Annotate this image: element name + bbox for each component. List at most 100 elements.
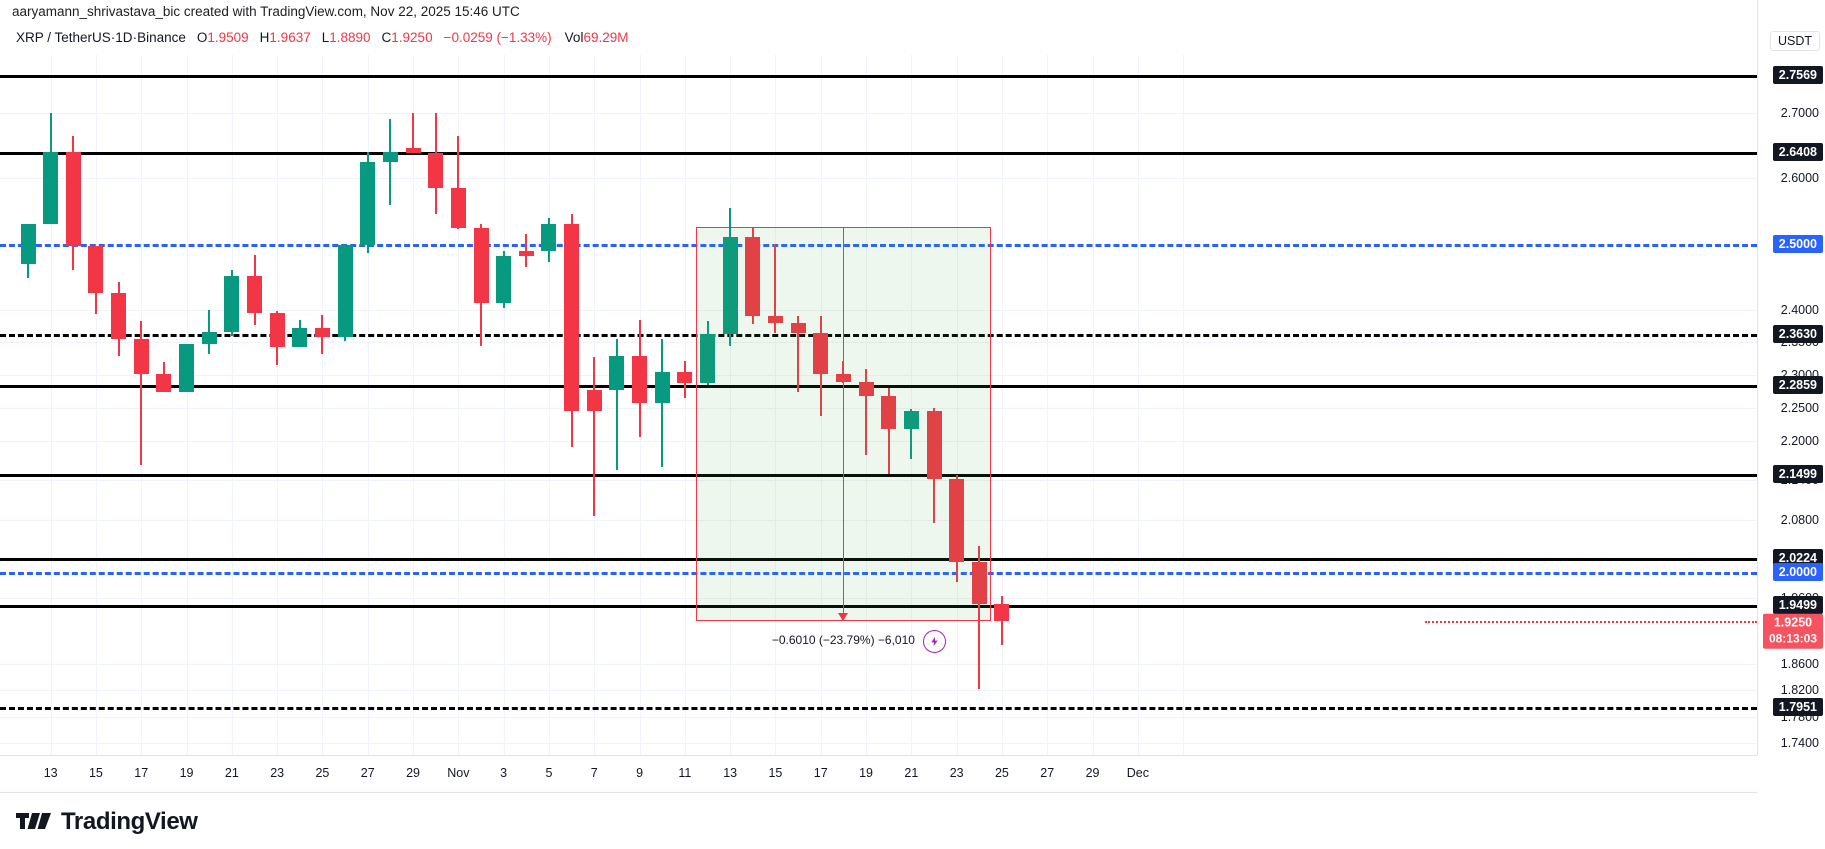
candle-body: [677, 372, 693, 384]
price-level-line[interactable]: [0, 473, 1757, 477]
last-price-badge[interactable]: 1.9250 08:13:03: [1762, 614, 1823, 649]
candle-body: [949, 479, 965, 563]
candle-body: [337, 245, 353, 338]
gridline-vertical: [1092, 55, 1094, 755]
candlestick: [496, 55, 512, 755]
price-tick-label: 2.2500: [1780, 401, 1819, 416]
price-scale[interactable]: USDT 2.70002.60002.40002.35002.30002.250…: [1757, 0, 1825, 755]
price-level-line[interactable]: [0, 75, 1757, 79]
candlestick: [722, 55, 738, 755]
price-level-line[interactable]: [0, 333, 1757, 337]
candle-body: [88, 245, 104, 294]
time-tick-label: 17: [134, 766, 149, 780]
ohlc-open-value: 1.9509: [207, 30, 249, 45]
candle-body: [382, 152, 398, 162]
candle-body: [518, 250, 534, 256]
tradingview-logo-icon: [16, 813, 51, 829]
price-level-badge[interactable]: 2.2859: [1772, 375, 1823, 394]
symbol-name[interactable]: XRP / TetherUS: [16, 30, 111, 45]
gridline-horizontal: [0, 716, 1757, 718]
price-level-badge[interactable]: 2.5000: [1772, 235, 1823, 254]
time-tick-label: 9: [636, 766, 644, 780]
ohlc-close: C1.9250: [382, 30, 433, 45]
candlestick: [224, 55, 240, 755]
time-tick-label: 29: [1085, 766, 1100, 780]
price-level-badge[interactable]: 2.1499: [1772, 464, 1823, 483]
gridline-horizontal: [0, 309, 1757, 311]
price-level-line[interactable]: [0, 557, 1757, 561]
gridline-vertical: [503, 55, 505, 755]
gridline-vertical: [322, 55, 324, 755]
price-level-line[interactable]: [0, 151, 1757, 155]
candle-body: [247, 275, 262, 313]
candlestick: [813, 55, 829, 755]
candle-wick: [457, 135, 460, 229]
price-level-line[interactable]: [0, 384, 1757, 388]
time-scale[interactable]: 13 15 17 19 21 23 25 27 29 Nov 3 5 7 9 11 13 15 17 19 21 23 2…: [0, 755, 1757, 793]
measure-tool-arrow-icon: [838, 613, 849, 622]
gridline-horizontal: [0, 742, 1757, 744]
price-level-line[interactable]: [0, 572, 1757, 576]
ohlc-open: O1.9509: [197, 30, 249, 45]
candle-body: [405, 148, 421, 153]
ohlc-close-label: C: [381, 30, 392, 45]
time-tick-label: 19: [859, 766, 873, 780]
candlestick: [88, 55, 104, 755]
candle-body: [450, 188, 466, 228]
gridline-horizontal: [0, 598, 1757, 600]
price-level-line[interactable]: [0, 244, 1757, 248]
gridline-horizontal: [0, 480, 1757, 482]
candlestick: [700, 55, 715, 755]
time-tick-label: 27: [360, 766, 375, 780]
time-tick-label: 15: [88, 766, 103, 780]
price-level-badge[interactable]: 2.3630: [1772, 324, 1823, 343]
price-tick-label: 2.2000: [1780, 433, 1819, 448]
price-level-badge[interactable]: 2.0224: [1772, 548, 1823, 567]
candlestick: [43, 55, 59, 755]
candle-body: [586, 389, 602, 412]
price-tick-label: 2.6000: [1780, 171, 1819, 186]
price-level-line[interactable]: [1425, 621, 1757, 624]
price-level-badge[interactable]: 1.9499: [1772, 596, 1823, 615]
price-level-line[interactable]: [0, 706, 1757, 710]
candlestick: [858, 55, 874, 755]
measure-tool-label: −0.6010 (−23.79%) −6,010: [771, 633, 915, 648]
gridline-horizontal: [0, 440, 1757, 442]
price-level-badge[interactable]: 2.6408: [1772, 142, 1823, 161]
candle-wick: [412, 112, 415, 153]
candle-wick: [140, 321, 143, 466]
candle-body: [632, 355, 648, 403]
candle-body: [609, 355, 625, 390]
candlestick: [564, 55, 580, 755]
candle-body: [20, 224, 36, 264]
chart-pane[interactable]: −0.6010 (−23.79%) −6,010: [0, 55, 1757, 755]
price-level-badge[interactable]: 2.0000: [1772, 563, 1823, 582]
candle-body: [224, 275, 240, 332]
candlestick: [292, 55, 308, 755]
candlestick: [609, 55, 625, 755]
candlestick: [971, 55, 987, 755]
lightning-event-icon[interactable]: [923, 630, 946, 653]
gridline-vertical: [956, 55, 958, 755]
price-level-badge[interactable]: 2.7569: [1772, 66, 1823, 85]
candle-body: [43, 152, 59, 225]
candle-body: [314, 328, 330, 338]
candle-body: [541, 224, 557, 251]
volume-label: Vol: [564, 30, 584, 45]
currency-badge[interactable]: USDT: [1769, 31, 1820, 51]
candlestick: [20, 55, 36, 755]
candle-wick: [208, 309, 211, 354]
gridline-vertical: [231, 55, 233, 755]
interval-label[interactable]: 1D: [115, 30, 133, 45]
exchange-label[interactable]: Binance: [137, 30, 186, 45]
time-tick-label: 3: [500, 766, 508, 780]
candlestick: [949, 55, 965, 755]
price-level-badge[interactable]: 1.7951: [1772, 697, 1823, 716]
candle-body: [201, 331, 217, 344]
candle-body: [65, 152, 81, 246]
candle-wick: [661, 339, 664, 468]
candle-wick: [774, 244, 777, 333]
candlestick: [518, 55, 534, 755]
candle-body: [269, 312, 285, 348]
price-level-line[interactable]: [0, 605, 1757, 609]
